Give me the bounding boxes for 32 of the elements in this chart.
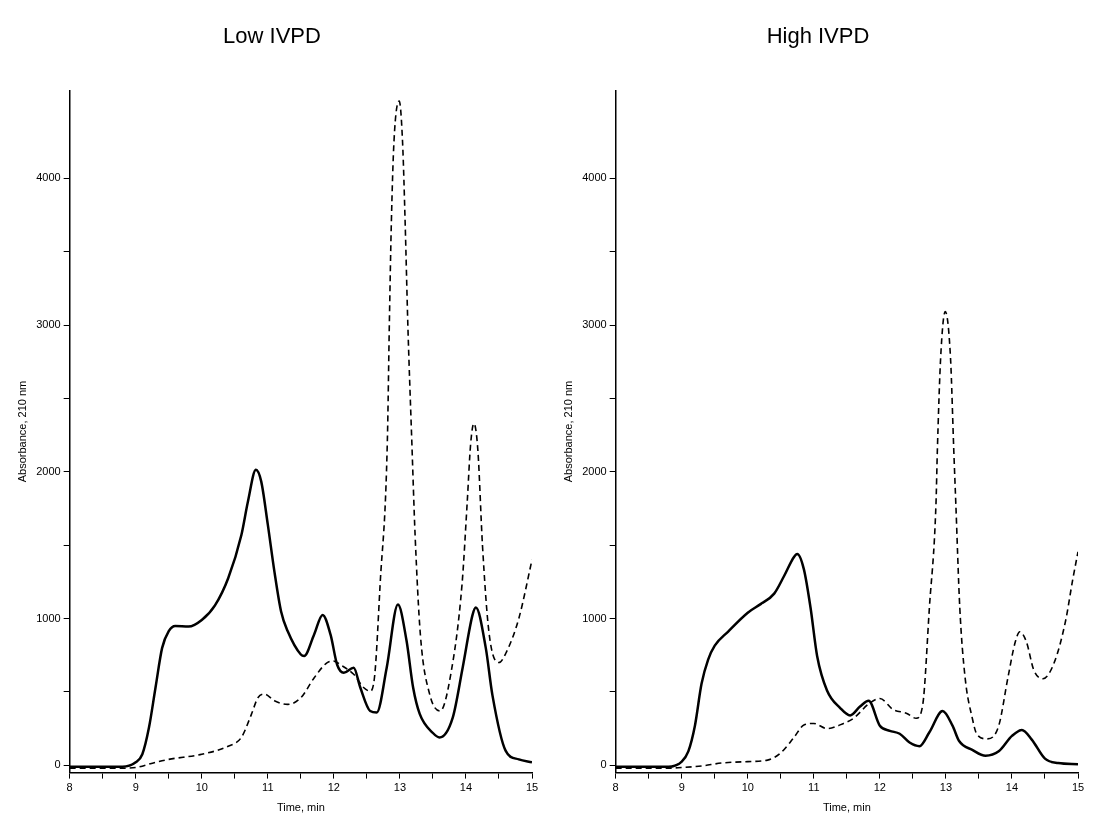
- y-tick-label: 4000: [36, 171, 61, 184]
- x-tick-label: 15: [525, 781, 539, 794]
- x-tick-label: 15: [1071, 781, 1085, 794]
- y-tick-label: 0: [600, 758, 607, 771]
- y-tick-label: 3000: [36, 318, 61, 331]
- y-tick-label: 1000: [36, 611, 61, 624]
- x-tick-label: 11: [262, 781, 274, 794]
- y-axis-title: Absorbance, 210 nm: [15, 380, 28, 483]
- x-tick-label: 11: [808, 781, 820, 794]
- x-tick-label: 13: [393, 781, 407, 794]
- x-tick-label: 10: [741, 781, 754, 794]
- x-tick-label: 10: [195, 781, 208, 794]
- x-tick-label: 12: [873, 781, 886, 794]
- x-tick-label: 8: [612, 781, 619, 794]
- y-tick-label: 1000: [582, 611, 607, 624]
- y-tick-label: 3000: [582, 318, 607, 331]
- chart-title: Low IVPD: [223, 23, 321, 49]
- x-tick-label: 14: [459, 781, 473, 794]
- y-tick-label: 2000: [582, 464, 607, 477]
- y-tick-label: 4000: [582, 171, 607, 184]
- y-tick-label: 2000: [36, 464, 61, 477]
- x-tick-label: 13: [939, 781, 953, 794]
- chart-title: High IVPD: [766, 23, 870, 49]
- y-tick-label: 0: [54, 758, 61, 771]
- x-tick-label: 9: [132, 781, 139, 794]
- x-axis-title: Time, min: [276, 801, 325, 814]
- x-tick-label: 8: [66, 781, 73, 794]
- x-tick-label: 14: [1005, 781, 1019, 794]
- x-tick-label: 9: [678, 781, 685, 794]
- x-axis-title: Time, min: [822, 801, 871, 814]
- x-tick-label: 12: [327, 781, 340, 794]
- y-axis-title: Absorbance, 210 nm: [561, 380, 574, 483]
